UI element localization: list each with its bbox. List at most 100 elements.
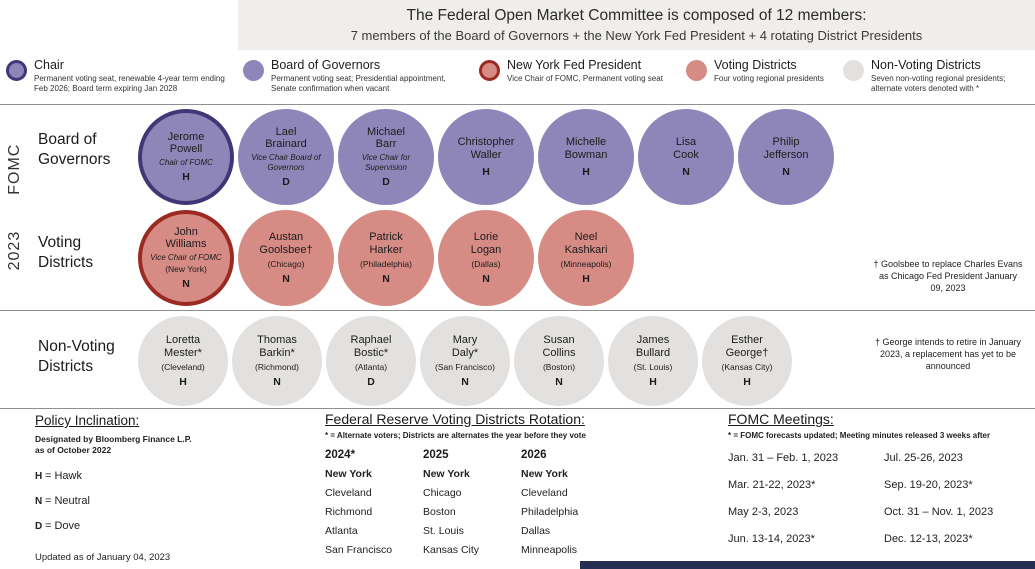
meetings-title: FOMC Meetings: (728, 411, 834, 427)
member-stance: H (182, 171, 190, 184)
rotation-district: New York (521, 468, 568, 480)
footer-accent-bar (580, 561, 1035, 569)
member-district: (Cleveland) (161, 361, 205, 372)
member-name: Mary Daly* (451, 334, 479, 359)
policy-label: = Dove (45, 519, 81, 532)
title-line-1: The Federal Open Market Committee is com… (406, 7, 867, 24)
member-name: Jerome Powell (167, 130, 205, 156)
rotation-district: Chicago (423, 487, 462, 499)
rotation-column-2026: 2026 New York Cleveland Philadelphia Dallas M… (521, 449, 619, 556)
member-name: John Williams (165, 225, 207, 251)
policy-inclination-block: Policy Inclination: Designated by Bloomb… (35, 413, 265, 532)
member-stance: N (555, 375, 563, 388)
member-stance: H (482, 165, 490, 178)
policy-item-h: H = Hawk (35, 470, 265, 482)
member-patrick-harker: Patrick Harker (Philadelphia) N (338, 210, 434, 306)
board-of-governors-row: Jerome Powell Chair of FOMC H Lael Brainard Vi… (138, 109, 834, 205)
legend-chair-text: Chair Permanent voting seat, renewable 4… (34, 58, 236, 95)
meeting-date: Oct. 31 – Nov. 1, 2023 (884, 506, 994, 518)
rotation-district: St. Louis (423, 525, 464, 537)
legend-label: Board of Governors (271, 58, 381, 72)
member-lael-brainard: Lael Brainard Vice Chair Board of Governor… (238, 109, 334, 205)
meeting-date: Jan. 31 – Feb. 1, 2023 (728, 452, 839, 464)
rotation-district: Atlanta (325, 525, 358, 537)
member-name: Loretta Mester* (164, 334, 202, 359)
member-name: Esther George† (725, 334, 769, 359)
member-district: (St. Louis) (633, 361, 673, 372)
nyfed-legend-icon (479, 60, 500, 81)
rotation-district: Dallas (521, 525, 551, 537)
member-stance: D (282, 176, 290, 189)
legend-label: Chair (34, 58, 64, 72)
member-name: Philip Jefferson (763, 136, 809, 161)
updated-date: Updated as of January 04, 2023 (35, 552, 171, 563)
member-district: (San Francisco) (435, 361, 495, 372)
member-name: Michael Barr (367, 125, 405, 151)
member-susan-collins: Susan Collins (Boston) N (514, 316, 604, 406)
member-philip-jefferson: Philip Jefferson N (738, 109, 834, 205)
policy-item-d: D = Dove (35, 520, 265, 532)
voting-rotation-block: Federal Reserve Voting Districts Rotatio… (325, 411, 660, 556)
member-stance: N (273, 375, 281, 388)
legend-label: New York Fed President (507, 58, 642, 72)
member-stance: N (461, 375, 469, 388)
member-neel-kashkari: Neel Kashkari (Minneapolis) H (538, 210, 634, 306)
governor-legend-icon (243, 60, 264, 81)
member-role: Vice Chair of FOMC (150, 252, 222, 262)
row-label-voting-districts: Voting Districts (38, 234, 94, 272)
rotation-year: 2024* (325, 449, 356, 461)
meeting-date: Dec. 12-13, 2023* (884, 533, 973, 545)
legend-desc: Four voting regional presidents (714, 74, 824, 83)
legend-label: Non-Voting Districts (871, 58, 981, 72)
legend-ny-fed-president: New York Fed President Vice Chair of FOM… (479, 58, 675, 84)
meeting-date: Jun. 13-14, 2023* (728, 533, 815, 545)
legend-voting-text: Voting Districts Four voting regional pr… (714, 58, 824, 84)
member-stance: D (382, 176, 390, 189)
member-lorie-logan: Lorie Logan (Dallas) N (438, 210, 534, 306)
legend-governors-text: Board of Governors Permanent voting seat… (271, 58, 469, 95)
policy-subtitle-line2: as of October 2022 (35, 445, 112, 456)
divider-line (0, 104, 1035, 105)
policy-title: Policy Inclination: (35, 413, 140, 428)
rotation-year: 2026 (521, 449, 547, 461)
member-district: (Atlanta) (354, 361, 388, 372)
legend-desc: Vice Chair of FOMC, Permanent voting sea… (507, 74, 663, 83)
policy-key: H (35, 470, 45, 482)
member-stance: N (382, 272, 390, 285)
member-stance: H (743, 375, 751, 388)
meetings-column-1: Jan. 31 – Feb. 1, 2023 Mar. 21-22, 2023* M… (728, 452, 872, 560)
policy-subtitle: Designated by Bloomberg Finance L.P. as … (35, 434, 265, 457)
meetings-column-2: Jul. 25-26, 2023 Sep. 19-20, 2023* Oct. 31… (884, 452, 1028, 560)
divider-line (0, 310, 1035, 311)
rotation-district: Minneapolis (521, 544, 578, 556)
legend-nonvoting-text: Non-Voting Districts Seven non-voting re… (871, 58, 1033, 95)
member-district: (Dallas) (471, 258, 501, 269)
fomc-meetings-block: FOMC Meetings: * = FOMC forecasts update… (728, 411, 1028, 560)
meeting-date: Sep. 19-20, 2023* (884, 479, 973, 491)
legend-nonvoting-districts: Non-Voting Districts Seven non-voting re… (843, 58, 1033, 95)
policy-item-n: N = Neutral (35, 495, 265, 507)
meetings-columns: Jan. 31 – Feb. 1, 2023 Mar. 21-22, 2023* M… (728, 452, 1028, 560)
member-thomas-barkin: Thomas Barkin* (Richmond) N (232, 316, 322, 406)
title-line-2: 7 members of the Board of Governors + th… (350, 28, 923, 43)
policy-key: N (35, 495, 45, 507)
member-lisa-cook: Lisa Cook N (638, 109, 734, 205)
row-label-nonvoting-districts: Non-Voting Districts (38, 338, 115, 376)
member-district: (Philadelphia) (360, 258, 412, 269)
rotation-district: New York (325, 468, 372, 480)
legend-desc: Permanent voting seat; Presidential appo… (271, 74, 446, 94)
row-label-board-of-governors: Board of Governors (38, 131, 111, 169)
rotation-district: Cleveland (521, 487, 568, 499)
member-loretta-mester: Loretta Mester* (Cleveland) H (138, 316, 228, 406)
member-name: Lisa Cook (673, 136, 699, 161)
member-stance: D (367, 375, 375, 388)
side-label-year: 2023 (6, 230, 23, 271)
member-mary-daly: Mary Daly* (San Francisco) N (420, 316, 510, 406)
policy-label: = Neutral (45, 494, 90, 507)
member-name: Michelle Bowman (564, 136, 608, 161)
member-austan-goolsbee: Austan Goolsbee† (Chicago) N (238, 210, 334, 306)
meetings-note: * = FOMC forecasts updated; Meeting minu… (728, 431, 991, 440)
legend-desc: Permanent voting seat, renewable 4-year … (34, 74, 225, 94)
member-role: Vice Chair for Supervision (361, 153, 411, 172)
